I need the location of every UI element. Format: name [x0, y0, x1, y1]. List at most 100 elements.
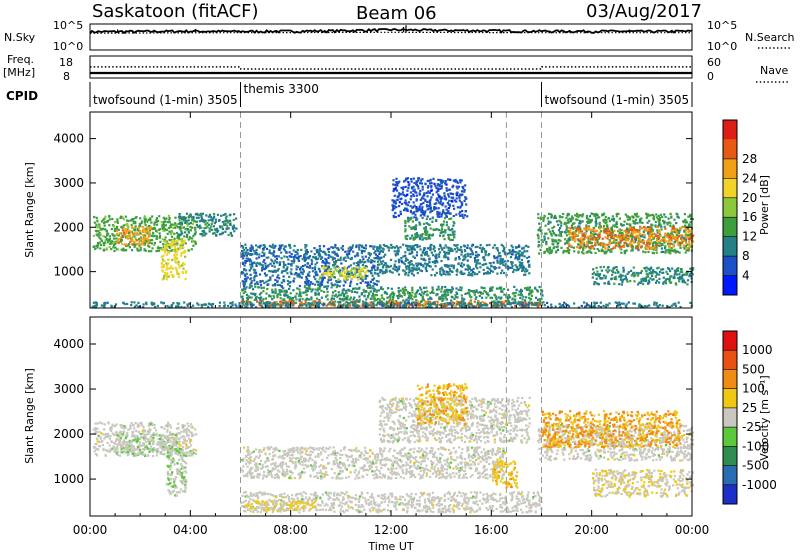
power-cell	[459, 205, 462, 208]
power-cell	[537, 213, 540, 216]
power-cell	[477, 291, 480, 294]
power-cell	[198, 227, 201, 230]
power-cell	[460, 190, 464, 193]
power-cell	[449, 247, 452, 250]
power-cell	[418, 238, 422, 241]
power-cell	[122, 249, 125, 252]
power-cell	[467, 303, 470, 306]
power-cell	[308, 283, 311, 286]
power-cell	[275, 255, 278, 258]
power-cell	[104, 239, 107, 242]
power-cell	[646, 215, 649, 218]
power-cell	[623, 241, 626, 244]
power-cell	[376, 257, 379, 260]
power-cell	[369, 253, 372, 256]
power-cell	[265, 280, 268, 283]
power-cell	[475, 296, 478, 299]
power-cell	[322, 260, 325, 263]
power-cell	[428, 233, 431, 236]
power-cell	[462, 187, 465, 190]
power-cell	[333, 276, 336, 279]
power-cell	[652, 235, 655, 238]
power-cell	[483, 302, 486, 305]
power-cell	[98, 241, 101, 244]
power-cell	[593, 247, 596, 250]
power-cell	[169, 231, 172, 234]
power-cell	[378, 271, 382, 274]
power-cell	[276, 283, 280, 287]
power-cell	[378, 252, 381, 255]
power-cell	[416, 251, 419, 254]
power-cell	[250, 292, 253, 295]
power-cell	[442, 298, 445, 301]
power-cell	[301, 264, 305, 268]
power-cell	[175, 268, 178, 271]
power-cell	[464, 210, 467, 213]
power-cell	[376, 268, 379, 271]
power-cell	[534, 287, 537, 290]
power-cell	[352, 262, 355, 265]
power-cell	[660, 250, 663, 254]
power-cell	[353, 290, 356, 294]
power-cell	[320, 289, 323, 292]
power-cell	[343, 279, 346, 282]
power-cell	[536, 290, 539, 293]
power-cell	[603, 252, 606, 255]
power-cell	[673, 273, 676, 276]
power-cell	[444, 273, 447, 276]
power-cell	[131, 249, 134, 252]
power-cell	[140, 237, 143, 240]
power-cell	[612, 237, 615, 240]
power-cell	[652, 218, 655, 221]
power-cell	[477, 253, 480, 256]
power-cell	[241, 298, 244, 301]
power-cell	[530, 294, 533, 297]
power-cell	[357, 264, 360, 267]
power-cell	[466, 244, 469, 247]
power-cell	[685, 221, 688, 224]
power-cell	[443, 246, 446, 249]
power-cell	[404, 185, 407, 188]
power-cell	[286, 272, 289, 275]
power-cell	[422, 197, 425, 200]
power-cell	[323, 252, 326, 255]
power-cell	[372, 294, 375, 297]
power-cell	[321, 283, 324, 286]
power-cell	[163, 275, 166, 278]
power-cell	[105, 247, 108, 250]
power-cell	[267, 279, 270, 282]
power-cell	[612, 224, 615, 227]
power-cell	[440, 290, 443, 293]
power-cell	[617, 212, 620, 215]
power-cell	[444, 231, 447, 234]
power-cell	[464, 256, 467, 259]
power-cell	[669, 212, 672, 215]
power-cell	[504, 300, 507, 303]
power-cell	[284, 245, 287, 248]
power-cell	[398, 193, 401, 196]
power-cell	[178, 264, 181, 267]
power-cell	[307, 287, 310, 290]
power-cell	[384, 253, 387, 256]
power-cell	[207, 219, 210, 222]
power-cell	[492, 261, 495, 264]
power-cell	[438, 215, 441, 218]
power-cell	[612, 219, 615, 222]
power-cell	[273, 269, 276, 272]
power-cell	[493, 255, 496, 258]
power-cell	[134, 237, 137, 240]
power-cell	[669, 224, 672, 228]
power-cell	[684, 227, 687, 230]
power-cell	[243, 283, 246, 286]
power-cell	[178, 216, 182, 219]
power-cell	[417, 179, 420, 182]
power-cell	[326, 290, 329, 293]
power-cell	[440, 185, 443, 188]
power-cell	[589, 236, 592, 239]
power-cell	[591, 247, 594, 250]
power-cell	[452, 304, 455, 307]
power-cell	[232, 218, 235, 221]
power-cell	[607, 227, 610, 230]
power-cell	[250, 267, 253, 270]
power-cell	[555, 234, 558, 237]
